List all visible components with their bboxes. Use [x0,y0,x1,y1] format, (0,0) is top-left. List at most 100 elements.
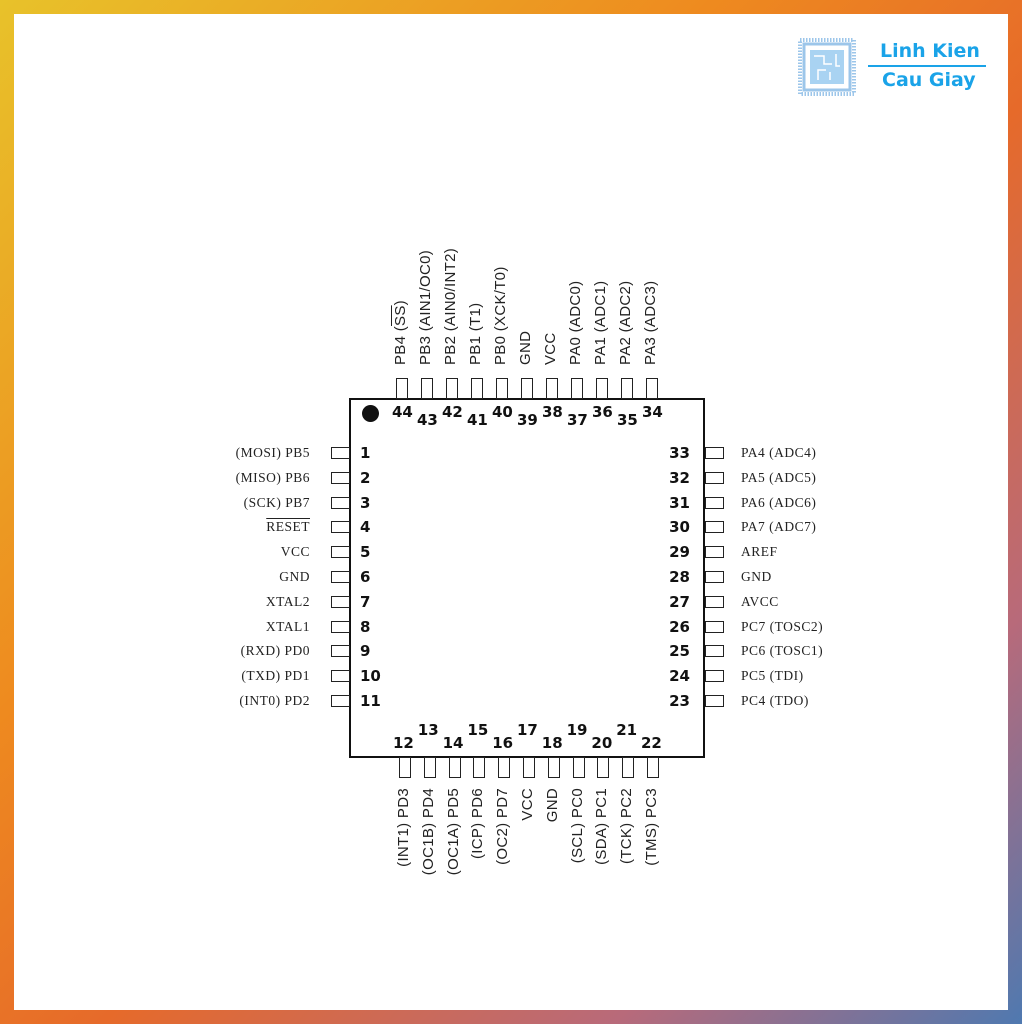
pin-pad [521,378,533,399]
pin-pad [331,496,350,509]
pin-pad [496,378,508,399]
pin-number: 9 [360,642,371,661]
pin-label: (TMS) PC3 [643,788,660,866]
pin-pad [331,471,350,484]
pin-pad [498,757,511,778]
pin-label: (TCK) PC2 [618,788,636,865]
pin-label: PA1 (ADC1) [592,280,609,365]
pin-pad [572,757,585,778]
pin-pad [705,546,724,559]
pin-label: (MISO) PB6 [235,469,310,485]
pin-number: 35 [617,411,638,429]
pin-number: 40 [492,403,513,421]
pin-number: 39 [517,411,538,429]
pin-number: 27 [669,592,690,611]
pin-label: PA6 (ADC6) [741,494,817,510]
pin-label: (SDA) PC1 [593,788,611,865]
pin-pad [331,670,350,683]
pin-pad [331,595,350,608]
pin-label: PB0 (XCK/T0) [492,266,509,365]
pin-label: (OC2) PD7 [494,788,512,865]
pin1-marker-dot [362,405,379,422]
pin-label: PA0 (ADC0) [567,280,584,365]
pin-number: 16 [492,734,514,752]
pin-pad [705,645,724,658]
pin-label: (RXD) PD0 [240,643,310,659]
pin-number: 8 [360,617,371,636]
pin-number: 36 [592,403,613,421]
pin-label: PA4 (ADC4) [741,445,817,460]
pin-number: 15 [467,721,489,739]
pin-label: GND [517,330,534,365]
pin-pad [622,757,635,778]
pin-label: AREF [741,544,778,560]
logo-divider [868,65,986,67]
pin-number: 6 [360,568,371,586]
diagram-canvas [14,14,1008,1010]
pin-pad [571,378,583,399]
pin-number: 5 [360,543,371,562]
pin-pad [331,695,350,707]
chip-body [349,398,705,758]
pin-number: 41 [467,411,488,429]
pin-number: 12 [393,734,414,752]
pin-label: VCC [519,788,536,821]
pin-label-overline: SS [392,305,409,326]
pin-label: (INT0) PD2 [239,693,310,708]
pin-pad [597,757,610,778]
pin-pad [523,757,535,778]
pin-pad [331,447,350,459]
pin-number: 43 [417,411,438,429]
pin-pad [705,670,724,683]
pin-label: PB1 (T1) [467,302,484,365]
pin-pad [705,447,724,459]
pin-number: 20 [591,734,613,752]
pin-label: PA2 (ADC2) [617,280,634,365]
pin-label: (MOSI) PB5 [235,445,310,460]
pin-number: 28 [669,568,690,586]
pin-pad [423,757,436,778]
pin-number: 14 [442,734,464,752]
pin-number: 32 [669,468,690,487]
chip-logo-icon [798,38,856,96]
pin-label: AVCC [741,593,779,609]
pin-pad [331,620,350,633]
logo-line2: Cau Giay [882,69,976,91]
pin-label: PA7 (ADC7) [741,519,817,535]
pin-pad [546,378,558,399]
pin-pad [621,378,633,399]
pin-label: PA3 (ADC3) [642,280,659,365]
pin-label: VCC [280,544,310,560]
pin-label: PB3 (AIN1/OC0) [417,249,434,365]
pin-label: (ICP) PD6 [469,788,487,860]
logo-line1: Linh Kien [880,40,980,62]
pin-number: 1 [360,444,371,462]
pin-number: 3 [360,493,371,512]
pin-pad [705,620,724,633]
pin-number: 25 [669,642,690,661]
pin-number: 29 [669,543,690,562]
pin-number: 37 [567,411,588,429]
pin-pad [705,471,724,484]
pin-pad [705,695,724,707]
pin-pad [446,378,458,399]
pin-pad [331,546,350,559]
pin-label: PC7 (TOSC2) [741,618,824,634]
pin-pad [705,595,724,608]
pin-pad [448,757,461,778]
pin-label-tail: ) [392,300,409,306]
pin-number: 23 [669,692,690,710]
pin-pad [399,757,411,778]
pin-pad [647,757,659,778]
pin-label: PC6 (TOSC1) [741,643,824,659]
pin-number: 11 [360,692,381,710]
pin-label-text: PB4 ( [392,325,409,365]
pin-pad [396,378,408,399]
pin-label: (OC1A) PD5 [444,788,462,876]
pin-label: XTAL1 [265,618,310,634]
pin-label: GND [543,788,561,823]
pin-pad [705,521,724,534]
pin-number: 4 [360,518,371,537]
pin-label: PB2 (AIN0/INT2) [442,247,459,365]
pin-number: 19 [566,721,588,739]
